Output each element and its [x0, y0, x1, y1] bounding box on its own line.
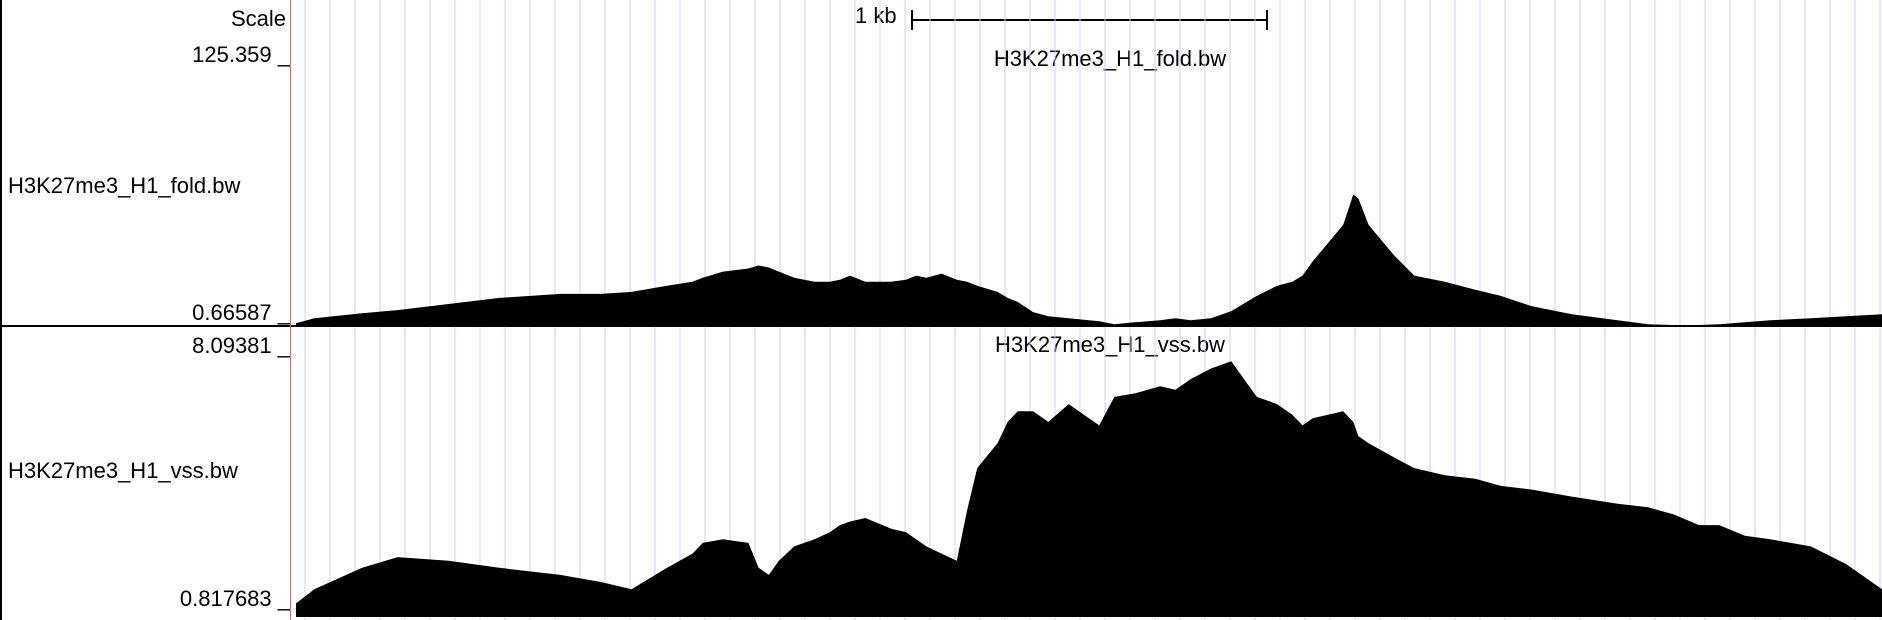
track2-max-label: 8.09381 _ — [192, 333, 290, 358]
track1-title: H3K27me3_H1_fold.bw — [993, 46, 1227, 71]
scale-bar-label: 1 kb — [855, 3, 897, 28]
left-edge-line — [0, 0, 2, 620]
signal-tracks — [296, 194, 1882, 617]
track1-name[interactable]: H3K27me3_H1_fold.bw — [8, 173, 241, 198]
signal-area-2[interactable] — [296, 361, 1882, 617]
track1-min-label: 0.66587 _ — [192, 300, 290, 325]
track1-max-label: 125.359 _ — [192, 42, 290, 67]
track2-min-label: 0.817683 _ — [179, 586, 290, 611]
scale-bar — [911, 10, 1268, 30]
track2-title: H3K27me3_H1_vss.bw — [995, 332, 1225, 357]
signal-area-1[interactable] — [296, 194, 1882, 326]
left-border-line — [290, 0, 291, 620]
track-divider — [0, 325, 1882, 327]
scale-label: Scale — [230, 6, 286, 31]
track2-name[interactable]: H3K27me3_H1_vss.bw — [8, 458, 238, 483]
